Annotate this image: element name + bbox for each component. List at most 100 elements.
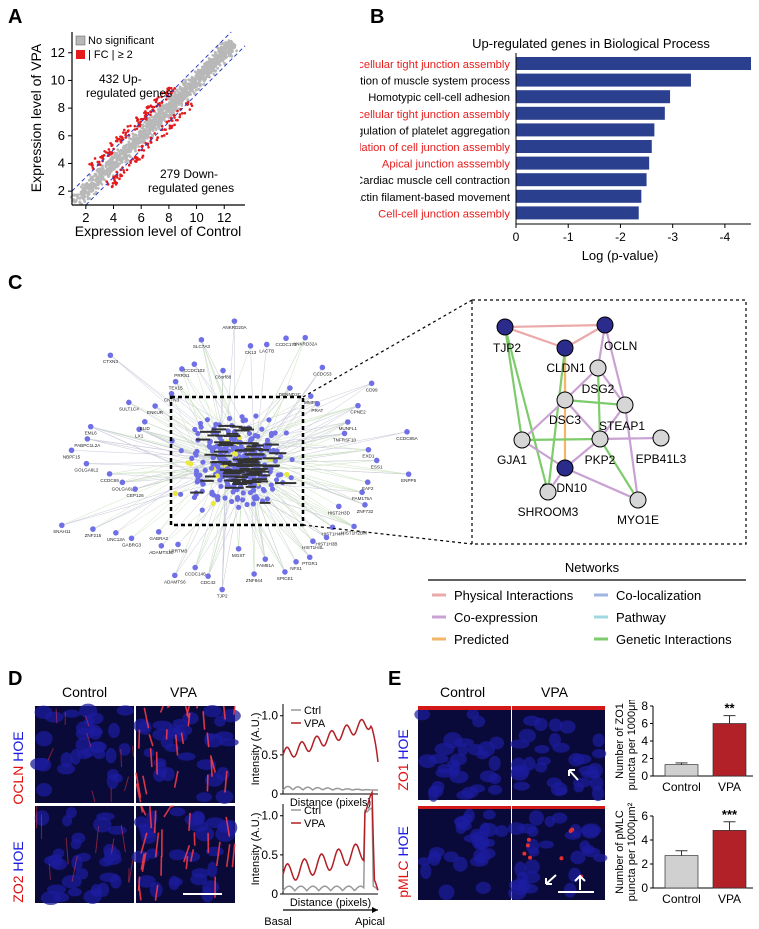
network-node <box>218 483 224 489</box>
scatter-point-ns <box>201 69 205 73</box>
scatter-point-ns <box>198 72 202 76</box>
scatter-point-sig <box>141 144 144 148</box>
scatter-point-sig <box>126 125 130 128</box>
e-bar-pmlc-0 <box>664 855 699 889</box>
scatter-point-sig <box>176 118 179 122</box>
scatter-point-sig <box>136 118 140 121</box>
network-node <box>240 418 246 424</box>
network-node <box>306 554 313 561</box>
network-cluster-label <box>243 457 262 460</box>
network-cluster-label <box>199 430 221 433</box>
scatter-point-ns <box>108 169 112 172</box>
scatter-point-ns <box>205 74 209 78</box>
network-node <box>362 501 368 508</box>
scatter-point-sig <box>149 110 152 113</box>
scatter-point-sig <box>160 134 164 138</box>
scatter-point-ns <box>82 195 86 198</box>
scatter-point-ns <box>197 81 201 85</box>
scatter-point-ns <box>207 63 210 66</box>
bar-7 <box>516 173 647 187</box>
zoom-node-dsg2 <box>589 359 607 377</box>
scatter-point-ns <box>161 104 164 107</box>
network-cluster-label <box>249 468 266 471</box>
x-tick-a: 8 <box>165 210 172 225</box>
scatter-point-ns <box>202 82 206 86</box>
network-edge <box>251 439 369 450</box>
e-bar-label: VPA <box>718 780 741 794</box>
network-node <box>220 367 226 374</box>
network-node <box>217 477 223 483</box>
scatter-point-sig <box>125 168 129 172</box>
network-node <box>253 494 259 500</box>
network-node <box>240 497 246 503</box>
network-node-label: CNTN3 <box>164 398 180 403</box>
network-node <box>289 456 295 463</box>
panel-letter-d: D <box>8 668 23 690</box>
network-node <box>319 364 326 371</box>
scatter-point-sig <box>114 139 118 143</box>
network-node <box>247 343 254 349</box>
y-tick-a: 4 <box>58 155 65 170</box>
scatter-point-ns <box>110 158 113 161</box>
scatter-point-sig <box>119 174 122 178</box>
network-cluster-label <box>228 471 240 474</box>
scatter-point-ns <box>137 133 141 137</box>
network-node <box>87 423 94 430</box>
scatter-point-ns <box>148 116 151 120</box>
network-edge <box>213 345 251 448</box>
scatter-point-ns <box>133 142 136 145</box>
scatter-point-sig <box>122 171 126 174</box>
scatter-point-ns <box>214 63 217 67</box>
scatter-point-ns <box>165 106 169 109</box>
scatter-point-sig <box>122 168 125 172</box>
network-node <box>283 335 289 342</box>
network-node <box>228 436 234 442</box>
network-edge <box>238 431 408 470</box>
network-node-label: SPICE1 <box>277 576 294 581</box>
zoom-node-tjp2 <box>496 318 514 336</box>
line-vpa-2 <box>282 790 379 891</box>
network-node <box>268 482 274 488</box>
scatter-point-ns <box>84 189 88 193</box>
network-node <box>175 541 181 548</box>
network-node <box>253 413 259 419</box>
network-node <box>208 465 215 471</box>
zoom-node-myo1e <box>629 491 647 509</box>
legend-label: Genetic Interactions <box>616 632 732 647</box>
scatter-point-ns <box>197 87 201 91</box>
network-node <box>84 436 91 442</box>
network-node-label: CPNE2 <box>350 410 366 415</box>
scatter-point-ns <box>131 144 135 147</box>
scatter-point-ns <box>173 92 177 95</box>
scatter-point-sig <box>109 141 112 145</box>
scatter-point-sig <box>107 148 111 151</box>
network-node <box>405 471 412 477</box>
scatter-point-sig <box>121 131 125 134</box>
network-node <box>261 488 267 494</box>
zoom-node-label: DSC3 <box>549 413 581 427</box>
scatter-point-ns <box>121 156 125 160</box>
bar-label-5: Regulation of cell junction assembly <box>360 142 510 154</box>
network-node <box>259 426 265 432</box>
zoom-node-dsc3 <box>556 391 574 409</box>
network-cluster-label <box>257 448 270 451</box>
scatter-point-ns <box>185 89 189 93</box>
scatter-point-ns <box>146 132 150 136</box>
scatter-point-ns <box>220 45 223 49</box>
scatter-point-ns <box>223 48 227 52</box>
network-node <box>113 530 119 536</box>
network-node-label: TEX15 <box>169 386 183 391</box>
scatter-point-ns <box>211 64 215 68</box>
scatter-point-sig <box>145 116 148 120</box>
network-edge <box>61 468 237 526</box>
scatter-point-ns <box>124 143 128 147</box>
network-legend: Physical Interactions Co-localization Co-e… <box>432 588 732 647</box>
scatter-point-ns <box>172 102 176 106</box>
e-micrograph <box>414 706 511 802</box>
scatter-point-ns <box>138 140 142 144</box>
network-cluster-label <box>259 501 271 504</box>
legend-ns-label: No significant <box>88 35 154 47</box>
scatter-point-ns <box>127 140 131 144</box>
network-node-label: SNAH11 <box>53 529 71 534</box>
d-plot-xlabel: Distance (pixels) <box>290 897 371 909</box>
